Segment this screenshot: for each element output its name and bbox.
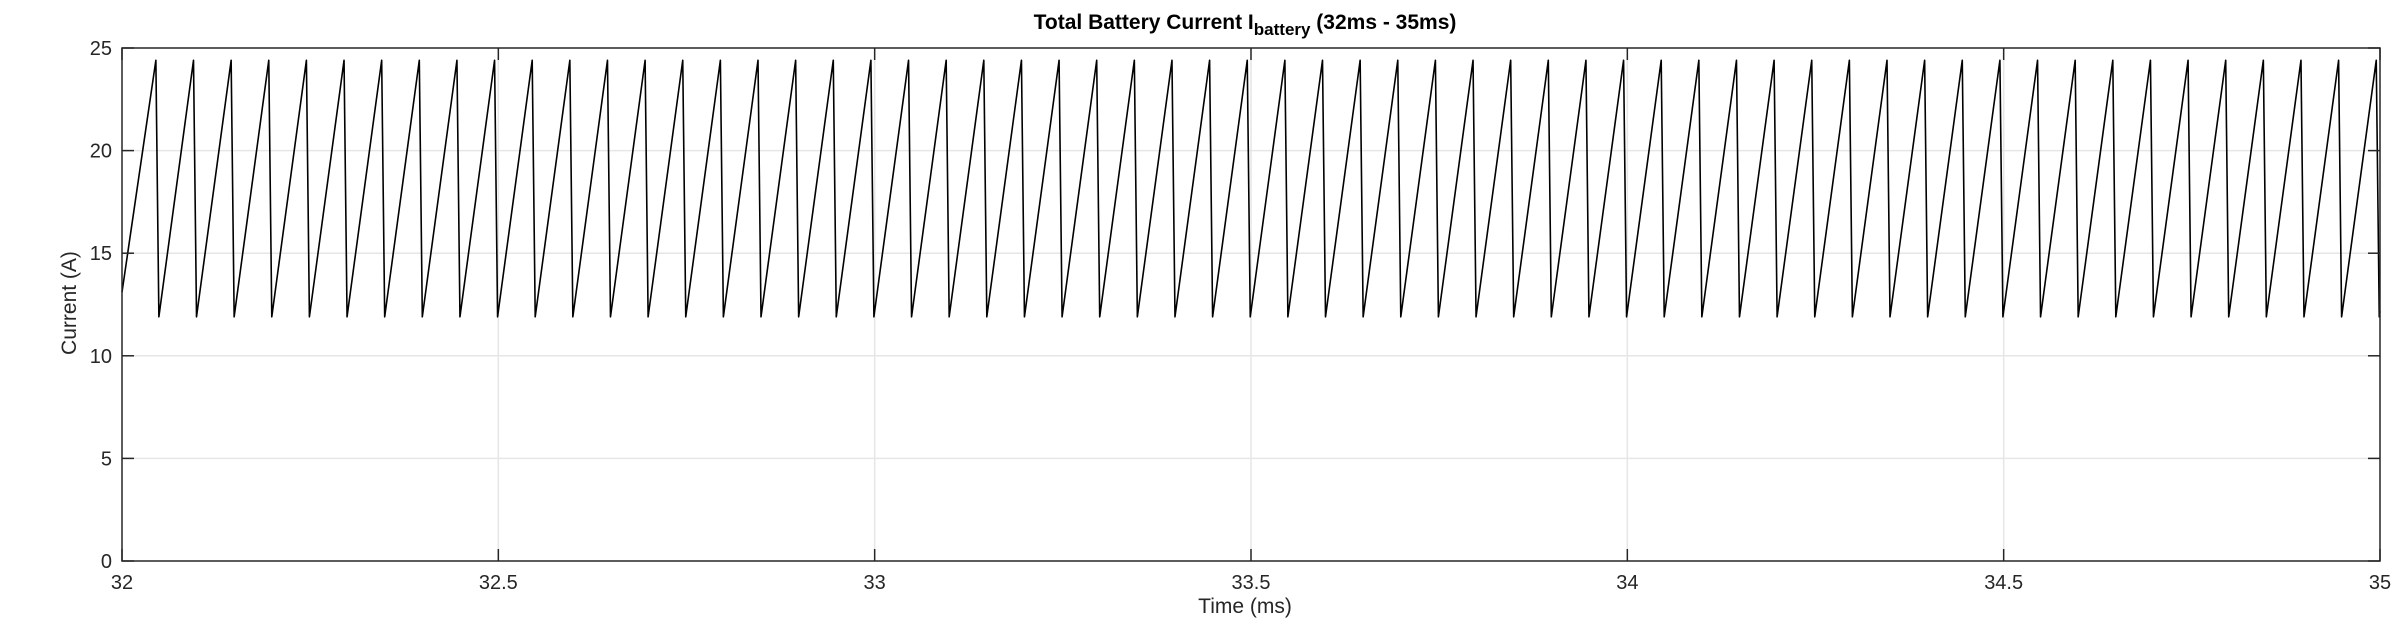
y-axis-label: Current (A) [58, 251, 81, 355]
chart-title-main: Total Battery Current I [1034, 11, 1254, 34]
x-axis-label: Time (ms) [1198, 595, 1292, 618]
tick-layer [121, 47, 2381, 562]
y-tick-label-3: 15 [90, 243, 112, 265]
x-tick-label-3: 33.5 [1232, 572, 1271, 594]
y-tick-label-2: 10 [90, 346, 112, 368]
x-tick-label-6: 35 [2369, 572, 2391, 594]
y-tick-labels: 0 5 10 15 20 25 [90, 38, 112, 573]
chart-title-subscript: battery [1254, 20, 1311, 39]
x-tick-label-2: 33 [864, 572, 886, 594]
y-tick-label-5: 25 [90, 38, 112, 60]
series-layer [121, 59, 2381, 318]
x-tick-label-5: 34.5 [1984, 572, 2023, 594]
chart-title-suffix: (32ms - 35ms) [1310, 11, 1456, 34]
grid-layer [122, 48, 2380, 561]
y-tick-label-0: 0 [101, 551, 112, 573]
y-tick-label-1: 5 [101, 448, 112, 470]
y-tick-label-4: 20 [90, 141, 112, 163]
battery-current-line [121, 59, 2381, 318]
x-tick-label-4: 34 [1616, 572, 1638, 594]
x-tick-label-0: 32 [111, 572, 133, 594]
x-tick-labels: 32 32.5 33 33.5 34 34.5 35 [111, 572, 2391, 594]
x-tick-label-1: 32.5 [479, 572, 518, 594]
chart-title: Total Battery Current Ibattery (32ms - 3… [1034, 11, 1457, 39]
